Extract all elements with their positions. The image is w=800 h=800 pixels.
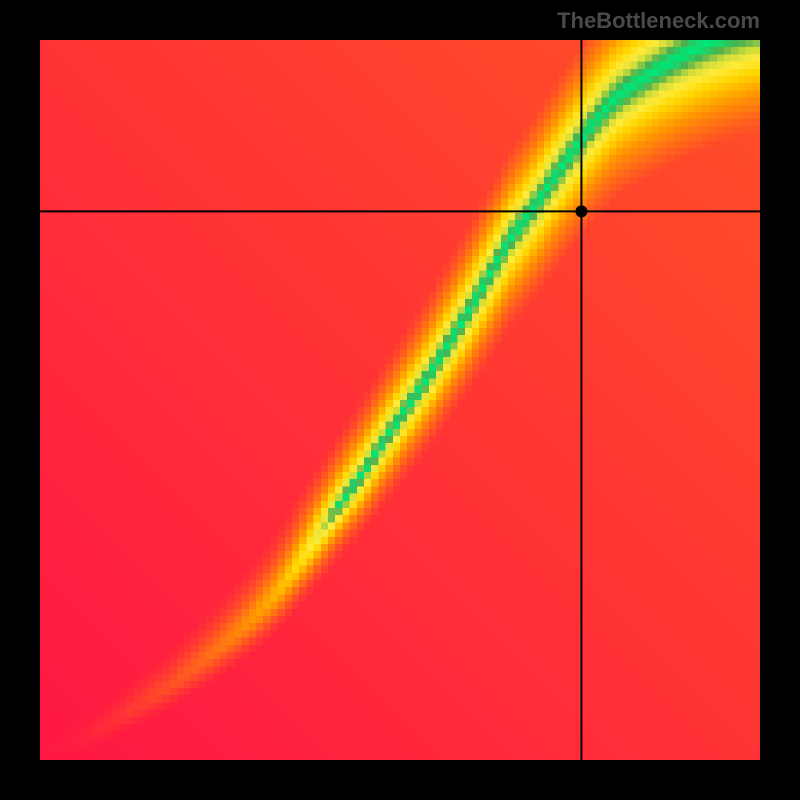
crosshair-overlay bbox=[0, 0, 800, 800]
crosshair-dot bbox=[575, 205, 587, 217]
chart-container: TheBottleneck.com bbox=[0, 0, 800, 800]
watermark-text: TheBottleneck.com bbox=[557, 8, 760, 34]
